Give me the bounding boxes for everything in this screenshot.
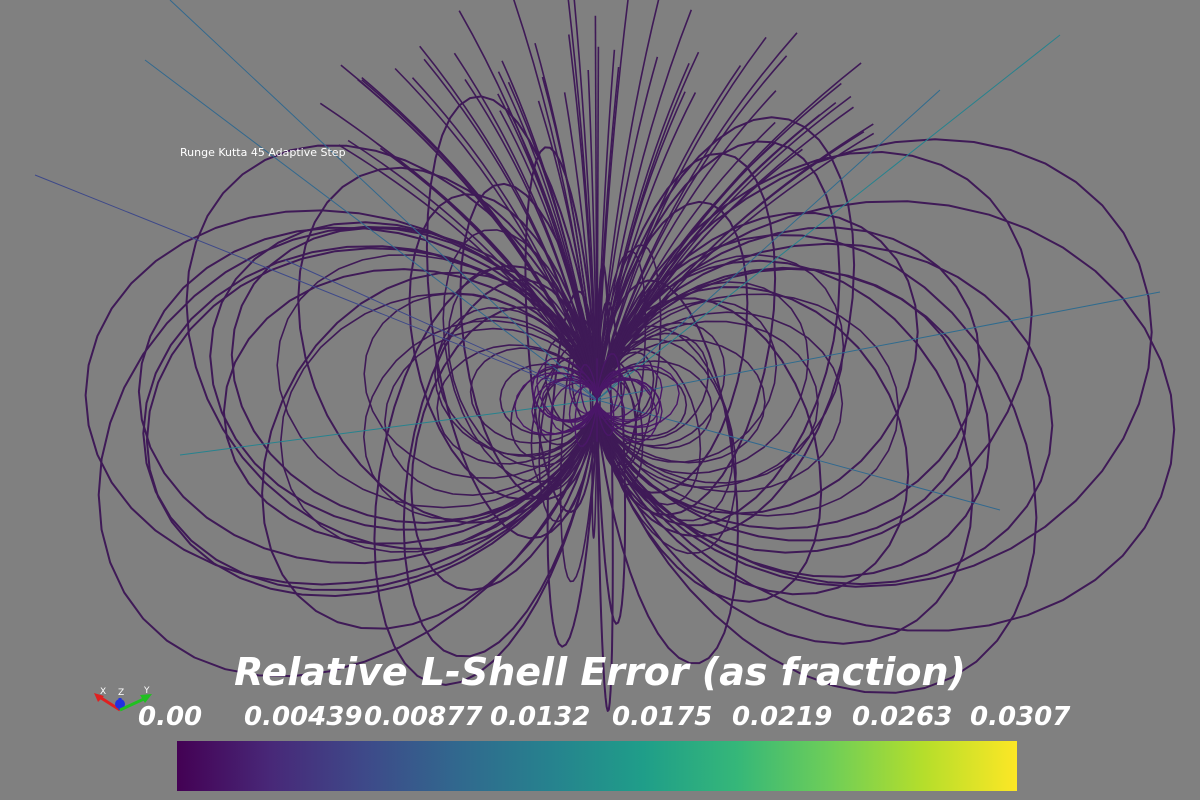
colorbar-tick-label: 0.00 <box>138 702 203 732</box>
field-line <box>513 0 598 401</box>
field-line <box>596 89 941 401</box>
field-line <box>596 116 856 538</box>
field-line <box>497 71 598 401</box>
field-line <box>596 142 776 401</box>
field-line <box>596 279 739 665</box>
field-line <box>319 102 598 401</box>
field-line <box>453 52 598 401</box>
colorbar-tick-label: 0.00877 <box>364 702 483 732</box>
field-line <box>137 226 598 565</box>
field-line <box>284 259 598 401</box>
field-line <box>596 62 862 401</box>
field-line <box>596 36 767 401</box>
field-line <box>596 132 875 401</box>
field-line <box>596 291 1161 401</box>
field-line <box>361 79 598 401</box>
field-line <box>531 365 598 423</box>
field-line <box>373 264 598 686</box>
field-line <box>596 300 627 625</box>
field-line <box>394 67 598 401</box>
field-line <box>169 0 598 401</box>
field-line <box>596 67 620 401</box>
field-line <box>408 193 598 501</box>
field-line <box>596 259 974 645</box>
field-line <box>596 90 777 401</box>
colorbar-gradient <box>177 741 1017 791</box>
colorbar-title: Relative L-Shell Error (as fraction) <box>0 650 1200 694</box>
field-line <box>587 69 598 401</box>
y-axis-arrow <box>119 696 147 712</box>
field-line <box>596 364 680 429</box>
z-axis-label: Z <box>118 688 124 698</box>
field-line <box>596 365 663 423</box>
field-line <box>376 142 598 401</box>
z-axis-cone <box>115 699 125 709</box>
field-line <box>596 34 1061 401</box>
field-line <box>596 65 742 401</box>
field-line <box>574 379 598 447</box>
field-line <box>596 353 620 421</box>
field-line <box>425 95 598 540</box>
x-axis-arrowhead <box>94 693 104 702</box>
field-line <box>596 121 776 401</box>
field-line <box>596 226 981 530</box>
field-line <box>596 123 874 401</box>
field-line <box>596 55 788 401</box>
field-line <box>546 290 598 648</box>
field-line <box>596 320 819 484</box>
field-line <box>596 262 614 712</box>
field-lines-group <box>34 0 1176 712</box>
colorbar-tick-label: 0.0132 <box>490 702 591 732</box>
field-line <box>179 399 598 456</box>
field-line <box>533 372 598 422</box>
field-line <box>568 370 598 414</box>
y-axis-arrowhead <box>140 694 152 703</box>
field-line <box>596 0 660 401</box>
field-line <box>579 364 598 416</box>
field-line <box>568 34 598 401</box>
field-line <box>596 46 600 401</box>
colorbar <box>177 741 1017 791</box>
field-line <box>524 146 598 513</box>
field-line <box>384 327 598 496</box>
field-line <box>596 131 865 401</box>
y-axis-label: Y <box>143 686 150 696</box>
colorbar-tick-label: 0.0263 <box>852 702 953 732</box>
field-line <box>411 77 598 401</box>
field-line <box>596 106 854 401</box>
field-line <box>596 9 693 401</box>
orientation-axes-widget[interactable]: X Z Y <box>86 684 166 724</box>
field-line <box>596 92 697 401</box>
colorbar-tick-label: 0.0175 <box>612 702 713 732</box>
colorbar-title-text: Relative L-Shell Error (as fraction) <box>234 650 966 694</box>
field-line <box>423 58 598 401</box>
field-line <box>185 144 598 550</box>
method-caption: Runge Kutta 45 Adaptive Step <box>180 146 346 159</box>
x-axis-label: X <box>100 687 106 697</box>
colorbar-tick-label: 0.0219 <box>732 702 833 732</box>
field-line <box>144 59 598 401</box>
field-line <box>338 144 598 401</box>
field-line <box>596 151 1033 554</box>
field-line <box>596 140 841 527</box>
colorbar-tick-label: 0.00439 <box>244 702 363 732</box>
field-line <box>596 200 1176 632</box>
colorbar-tick-label: 0.0307 <box>970 702 1071 732</box>
field-line <box>34 174 598 401</box>
